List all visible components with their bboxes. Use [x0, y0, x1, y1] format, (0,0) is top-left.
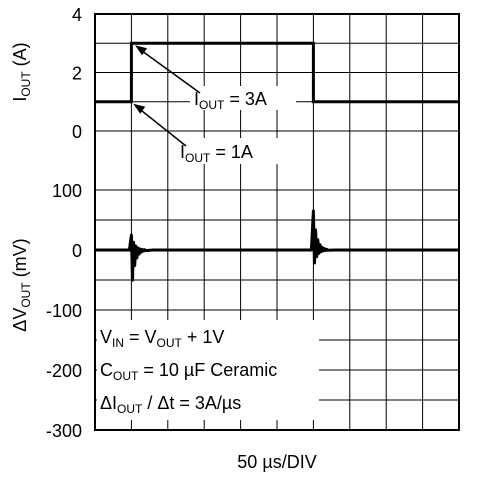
y-tick-label-bottom: 0	[72, 241, 82, 261]
y-tick-label-bottom: 100	[52, 181, 82, 201]
annotation-bg-3a	[190, 86, 296, 110]
y-tick-label-top: 4	[72, 5, 82, 25]
arrow-line-3a	[140, 49, 201, 94]
y-tick-label-bottom: -200	[46, 361, 82, 381]
x-axis-label: 50 µs/DIV	[237, 452, 316, 472]
y-axis-label-bottom: ΔVOUT (mV)	[10, 238, 33, 331]
conditions-bg	[97, 320, 319, 420]
arrow-head-1a	[133, 103, 146, 114]
y-tick-label-top: 0	[72, 122, 82, 142]
annotation-iout-3a: IOUT = 3A	[194, 89, 267, 112]
conditions-box: VIN = VOUT + 1V COUT = 10 µF Ceramic ΔIO…	[97, 320, 319, 420]
y-tick-label-bottom: -100	[46, 301, 82, 321]
condition-cout: COUT = 10 µF Ceramic	[100, 360, 277, 383]
dvout-trace	[95, 209, 459, 282]
traces	[95, 41, 459, 282]
annotation-bg-1a	[176, 138, 280, 164]
condition-vin: VIN = VOUT + 1V	[100, 327, 224, 350]
y-tick-label-top: 2	[72, 64, 82, 84]
condition-slew: ΔIOUT / Δt = 3A/µs	[100, 393, 241, 416]
plot-frame	[94, 13, 460, 431]
arrow-line-1a	[138, 108, 187, 147]
annotation-iout-1a: IOUT = 1A	[180, 142, 253, 165]
tick-labels: 0 2 4 100 0 -100 -200 -300	[46, 5, 82, 441]
annotations: IOUT = 3A IOUT = 1A	[133, 45, 296, 165]
y-axis-label-top: IOUT (A)	[10, 42, 33, 101]
iout-trace	[95, 41, 459, 104]
arrow-head-3a	[135, 45, 148, 56]
y-tick-label-bottom: -300	[46, 421, 82, 441]
